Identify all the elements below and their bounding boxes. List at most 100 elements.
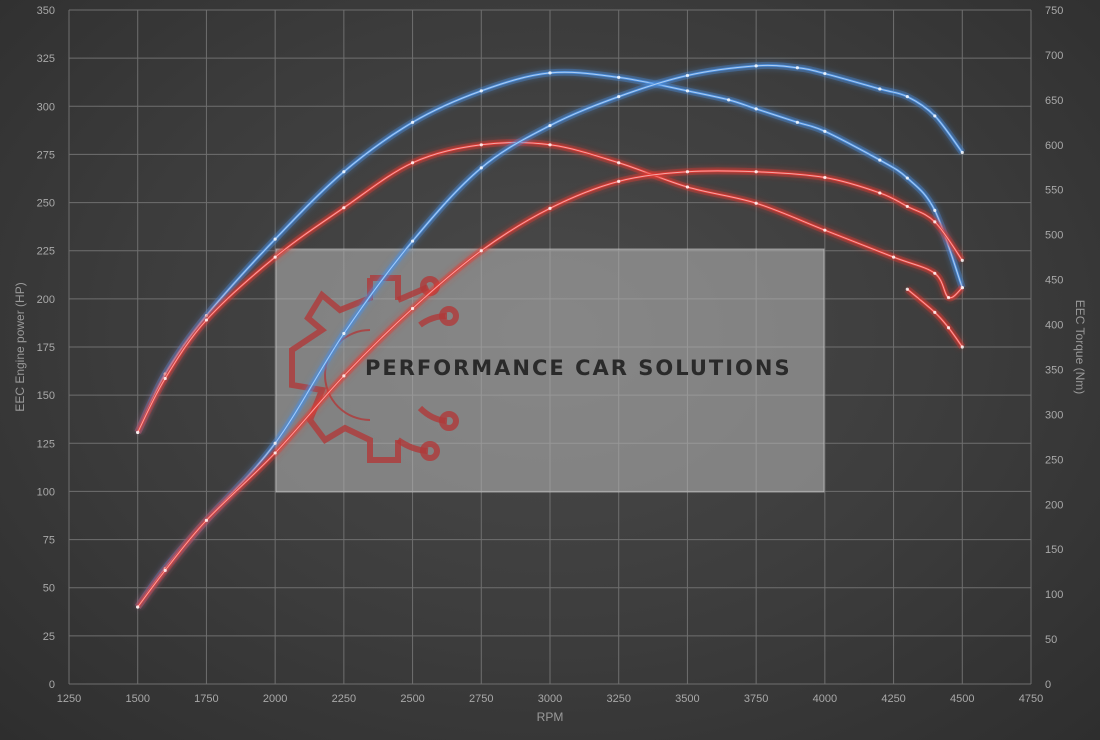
x-tick-label: 2000 (263, 693, 287, 705)
left-tick-label: 350 (37, 5, 55, 17)
data-point (410, 306, 415, 311)
right-tick-label: 100 (1045, 589, 1063, 601)
data-point (727, 98, 731, 102)
data-point (685, 170, 690, 174)
left-axis-ticks: 0 25 50 75 100 125 150 175 200 225 250 275 300 325 350 (37, 5, 55, 691)
left-tick-label: 50 (43, 583, 55, 595)
left-tick-label: 275 (37, 149, 55, 161)
x-tick-label: 4750 (1019, 693, 1043, 705)
right-tick-label: 500 (1045, 230, 1063, 242)
data-point (204, 318, 209, 322)
data-point (960, 345, 964, 349)
data-point (479, 249, 483, 253)
data-point (342, 170, 346, 174)
data-point (933, 220, 937, 224)
x-tick-label: 4250 (881, 693, 905, 705)
data-point (273, 451, 277, 455)
data-point (617, 161, 621, 165)
data-point (946, 295, 951, 300)
right-tick-label: 600 (1045, 140, 1063, 152)
data-point (795, 66, 799, 70)
left-tick-label: 200 (37, 294, 55, 306)
data-point (795, 120, 799, 124)
left-axis-title: EEC Engine power (HP) (13, 282, 27, 411)
right-tick-label: 300 (1045, 409, 1063, 421)
data-point (823, 129, 827, 133)
series-highlight-1 (137, 142, 963, 433)
data-point (905, 176, 909, 180)
data-point (823, 71, 827, 76)
x-tick-label: 2750 (469, 693, 493, 705)
data-point (479, 143, 483, 147)
left-tick-label: 100 (37, 486, 55, 498)
data-point (878, 87, 882, 91)
data-point (933, 114, 937, 118)
data-point (342, 331, 346, 336)
right-tick-label: 700 (1045, 50, 1063, 62)
data-point (754, 170, 758, 174)
right-axis-ticks: 0 50 100 150 200 250 300 350 400 450 500 550 600 650 7… (1045, 5, 1063, 691)
x-tick-label: 1500 (125, 693, 149, 705)
data-point (342, 374, 346, 378)
x-axis-title: RPM (537, 710, 564, 724)
left-tick-label: 150 (37, 390, 55, 402)
data-point (204, 518, 209, 522)
data-point (878, 158, 882, 162)
left-tick-label: 300 (37, 101, 55, 113)
right-tick-label: 150 (1045, 544, 1063, 556)
x-tick-label: 4500 (950, 693, 974, 705)
data-point (823, 175, 827, 180)
data-point (905, 204, 909, 209)
right-tick-label: 200 (1045, 499, 1063, 511)
data-point (410, 239, 415, 243)
data-point (891, 255, 896, 259)
data-point (823, 228, 827, 232)
data-point (960, 286, 964, 290)
data-point (754, 64, 758, 68)
data-point (410, 161, 415, 165)
x-tick-label: 3750 (744, 693, 768, 705)
watermark: PERFORMANCE CAR SOLUTIONS (275, 248, 825, 493)
left-tick-label: 250 (37, 198, 55, 210)
data-point (548, 71, 552, 75)
data-point (479, 166, 483, 170)
data-point (163, 568, 167, 572)
series-layer (134, 61, 966, 610)
data-point (685, 89, 690, 93)
right-tick-label: 550 (1045, 185, 1063, 197)
x-tick-label: 1250 (57, 693, 81, 705)
data-point (617, 179, 621, 183)
data-point (905, 287, 909, 291)
x-tick-label: 4000 (813, 693, 837, 705)
left-tick-label: 0 (49, 679, 55, 691)
data-point (960, 258, 964, 262)
x-axis-ticks: 1250 1500 1750 2000 2250 2500 2750 3000 3250 3500… (57, 693, 1043, 705)
data-point (960, 150, 964, 155)
data-point (617, 75, 621, 79)
data-point (273, 441, 277, 445)
x-tick-label: 1750 (194, 693, 218, 705)
series-highlight-4 (906, 288, 963, 348)
data-point (878, 191, 882, 195)
data-point (548, 123, 552, 128)
watermark-text: PERFORMANCE CAR SOLUTIONS (365, 356, 792, 380)
data-point (933, 271, 937, 275)
right-tick-label: 750 (1045, 5, 1063, 17)
left-tick-label: 25 (43, 631, 55, 643)
series-highlight-3 (137, 170, 963, 608)
right-tick-label: 400 (1045, 320, 1063, 332)
right-tick-label: 650 (1045, 95, 1063, 107)
left-tick-label: 325 (37, 53, 55, 65)
data-point (548, 143, 552, 147)
right-tick-label: 350 (1045, 364, 1063, 376)
left-tick-label: 175 (37, 342, 55, 354)
data-point (136, 605, 140, 609)
data-point (933, 310, 937, 314)
left-tick-label: 75 (43, 535, 55, 547)
data-point (548, 206, 552, 210)
x-tick-label: 2250 (332, 693, 356, 705)
data-point (754, 107, 758, 111)
right-tick-label: 450 (1045, 275, 1063, 287)
data-point (933, 208, 937, 213)
